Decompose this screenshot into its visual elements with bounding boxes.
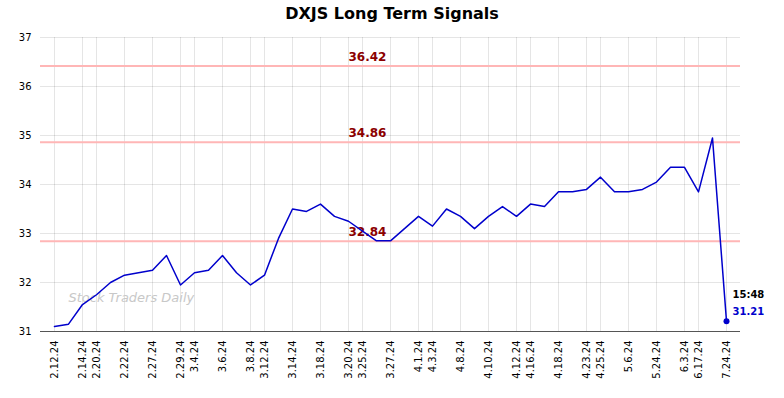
svg-text:32.84: 32.84 [349, 225, 387, 239]
svg-text:3.18.24: 3.18.24 [315, 341, 326, 379]
svg-text:31.21: 31.21 [733, 306, 765, 317]
svg-text:4.1.24: 4.1.24 [413, 341, 424, 373]
svg-text:3.4.24: 3.4.24 [189, 341, 200, 373]
svg-text:2.27.24: 2.27.24 [147, 341, 158, 379]
svg-text:3.25.24: 3.25.24 [357, 341, 368, 379]
svg-text:Stock Traders Daily: Stock Traders Daily [69, 290, 195, 305]
svg-text:33: 33 [19, 228, 32, 239]
svg-text:34.86: 34.86 [349, 126, 387, 140]
svg-text:36: 36 [19, 81, 32, 92]
svg-text:32: 32 [19, 277, 32, 288]
svg-text:5.24.24: 5.24.24 [651, 341, 662, 379]
svg-text:4.18.24: 4.18.24 [553, 341, 564, 379]
svg-text:31: 31 [19, 326, 32, 337]
svg-text:2.29.24: 2.29.24 [175, 341, 186, 379]
svg-text:3.6.24: 3.6.24 [217, 341, 228, 373]
svg-text:7.24.24: 7.24.24 [721, 341, 732, 379]
svg-text:3.14.24: 3.14.24 [287, 341, 298, 379]
svg-text:6.3.24: 6.3.24 [679, 341, 690, 373]
svg-text:4.23.24: 4.23.24 [581, 341, 592, 379]
svg-text:36.42: 36.42 [349, 50, 387, 64]
svg-text:4.12.24: 4.12.24 [511, 341, 522, 379]
svg-text:2.22.24: 2.22.24 [119, 341, 130, 379]
svg-text:4.3.24: 4.3.24 [427, 341, 438, 373]
svg-text:4.25.24: 4.25.24 [595, 341, 606, 379]
svg-text:37: 37 [19, 32, 32, 43]
svg-text:2.14.24: 2.14.24 [77, 341, 88, 379]
svg-text:2.12.24: 2.12.24 [49, 341, 60, 379]
svg-text:2.20.24: 2.20.24 [91, 341, 102, 379]
svg-text:34: 34 [19, 179, 32, 190]
svg-text:4.16.24: 4.16.24 [525, 341, 536, 379]
svg-text:3.8.24: 3.8.24 [245, 341, 256, 373]
svg-text:3.27.24: 3.27.24 [385, 341, 396, 379]
svg-text:15:48: 15:48 [733, 289, 765, 300]
svg-text:4.8.24: 4.8.24 [455, 341, 466, 373]
svg-text:3.20.24: 3.20.24 [343, 341, 354, 379]
html-text:DXJS Long Term Signals: DXJS Long Term Signals [285, 4, 499, 23]
svg-text:35: 35 [19, 130, 32, 141]
svg-text:6.17.24: 6.17.24 [693, 341, 704, 379]
svg-text:4.10.24: 4.10.24 [483, 341, 494, 379]
svg-text:3.12.24: 3.12.24 [259, 341, 270, 379]
svg-text:5.6.24: 5.6.24 [623, 341, 634, 373]
